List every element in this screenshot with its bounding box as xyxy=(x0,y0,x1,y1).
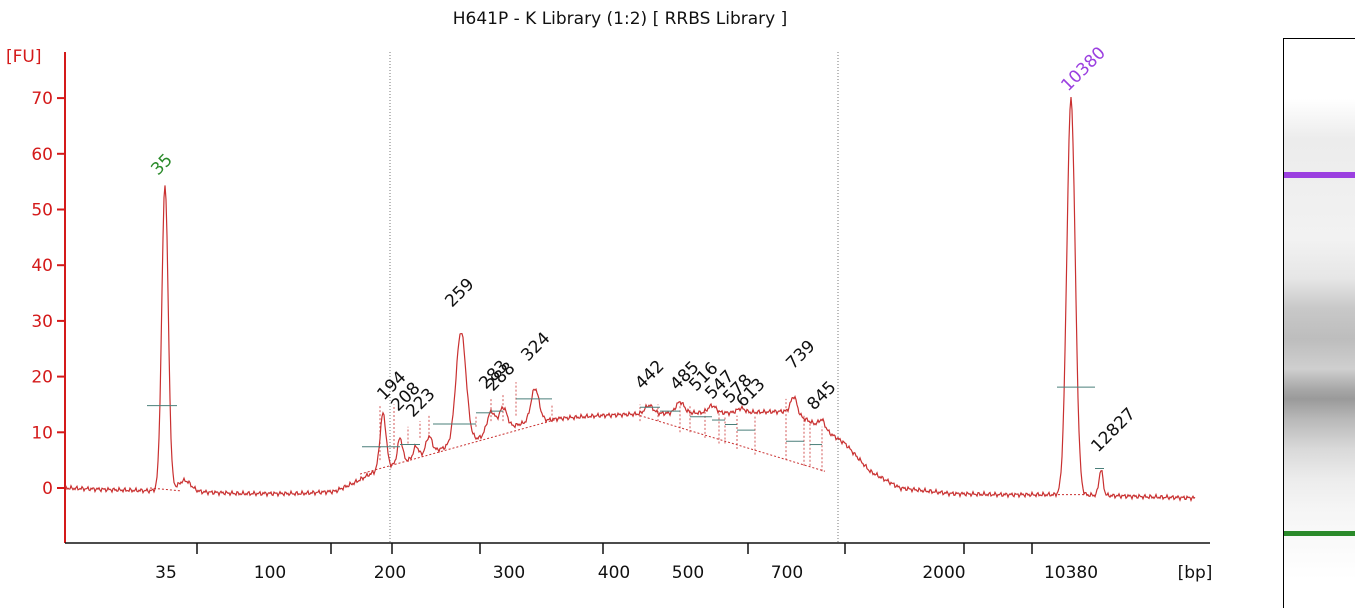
smear-baseline xyxy=(359,417,561,475)
y-tick-label: 40 xyxy=(31,256,53,276)
chart-marks: 3519420822325928328832444248551654757861… xyxy=(64,43,1196,503)
peak-label-10380: 10380 xyxy=(1057,43,1109,95)
y-tick-label: 60 xyxy=(31,145,53,165)
electropherogram-trace xyxy=(64,96,1196,503)
y-unit-label: [FU] xyxy=(6,47,42,67)
x-tick-label: 500 xyxy=(672,563,704,583)
upper-marker-band xyxy=(1284,172,1355,178)
x-tick-label: 100 xyxy=(254,563,286,583)
x-tick-label: 2000 xyxy=(922,563,965,583)
y-tick-label: 20 xyxy=(31,368,53,388)
peak-label-442: 442 xyxy=(631,356,668,393)
peak-label-12827: 12827 xyxy=(1087,404,1139,456)
gel-image xyxy=(1283,38,1355,608)
y-tick-label: 50 xyxy=(31,201,53,221)
lower-marker-band xyxy=(1284,531,1355,536)
x-tick-label: 300 xyxy=(493,563,525,583)
peak-label-845: 845 xyxy=(803,377,840,414)
x-tick-label: 400 xyxy=(598,563,630,583)
peak-label-324: 324 xyxy=(517,328,554,365)
baseline-segment xyxy=(149,487,181,492)
peak-label-35: 35 xyxy=(147,150,176,179)
chart-title: H641P - K Library (1:2) [ RRBS Library ] xyxy=(453,9,788,29)
peak-label-259: 259 xyxy=(441,274,478,311)
chart-axes: 0 10 20 30 40 50 60 70 35 100 200 300 400 500 700 2000 1… xyxy=(31,52,1210,583)
x-unit-label: [bp] xyxy=(1178,563,1213,583)
y-tick-label: 0 xyxy=(42,479,53,499)
y-tick-label: 10 xyxy=(31,423,53,443)
x-tick-label: 700 xyxy=(771,563,803,583)
smear-baseline xyxy=(639,415,826,472)
x-tick-label: 35 xyxy=(155,563,177,583)
x-tick-label: 10380 xyxy=(1044,563,1098,583)
y-tick-label: 70 xyxy=(31,89,53,109)
y-tick-label: 30 xyxy=(31,312,53,332)
x-tick-label: 200 xyxy=(374,563,406,583)
peak-label-739: 739 xyxy=(782,336,819,373)
